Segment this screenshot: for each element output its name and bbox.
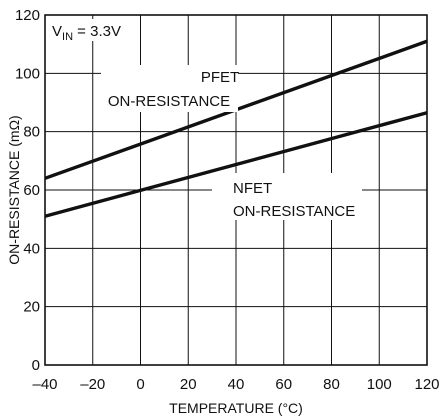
y-tick-label: 20 bbox=[23, 299, 40, 316]
x-tick-label: 100 bbox=[367, 376, 392, 393]
x-tick-label: –20 bbox=[80, 376, 105, 393]
x-tick-label: 20 bbox=[180, 376, 197, 393]
x-tick-label: 0 bbox=[136, 376, 144, 393]
pfet-label-line-1: PFET bbox=[201, 69, 239, 86]
y-tick-label: 0 bbox=[32, 357, 40, 374]
y-tick-label: 120 bbox=[15, 7, 40, 24]
y-tick-label: 100 bbox=[15, 65, 40, 82]
y-tick-label: 80 bbox=[23, 124, 40, 141]
x-tick-label: 60 bbox=[275, 376, 292, 393]
y-tick-label: 60 bbox=[23, 182, 40, 199]
y-tick-label: 40 bbox=[23, 240, 40, 257]
x-tick-label: 120 bbox=[414, 376, 439, 393]
x-axis-ticks: –40 –20 0 20 40 60 80 100 120 bbox=[32, 376, 439, 393]
nfet-label-line-1: NFET bbox=[233, 180, 272, 197]
y-axis-title: ON-RESISTANCE (mΩ) bbox=[6, 115, 22, 264]
pfet-label-line-2: ON-RESISTANCE bbox=[108, 93, 230, 110]
condition-label: VIN = 3.3V bbox=[49, 19, 135, 43]
x-axis-title: TEMPERATURE (°C) bbox=[169, 400, 303, 416]
nfet-label-line-2: ON-RESISTANCE bbox=[233, 203, 355, 220]
x-tick-label: –40 bbox=[32, 376, 57, 393]
x-tick-label: 80 bbox=[323, 376, 340, 393]
x-tick-label: 40 bbox=[228, 376, 245, 393]
